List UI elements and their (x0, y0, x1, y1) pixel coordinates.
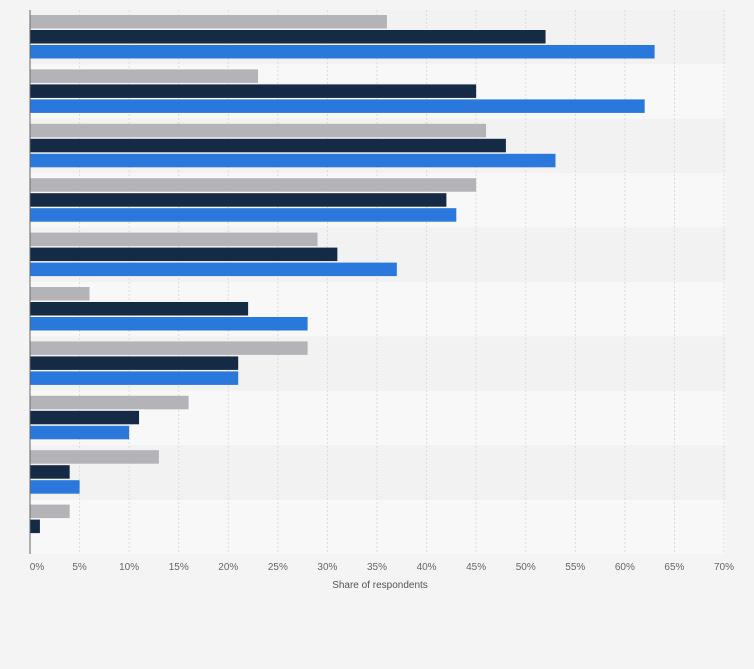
bar-cat5-series2 (30, 247, 338, 262)
x-tick-label-25%: 25% (268, 562, 288, 573)
bar-cat9-series1 (30, 450, 159, 464)
bar-cat7-series1 (30, 341, 308, 355)
bar-cat8-series1 (30, 395, 189, 410)
bar-cat9-series2 (30, 465, 70, 479)
bar-cat6-series2 (30, 302, 249, 316)
x-tick-label-60%: 60% (615, 562, 635, 573)
bar-cat3-series3 (30, 153, 556, 168)
bars (30, 15, 655, 534)
bar-cat5-series3 (30, 262, 397, 277)
bar-cat9-series3 (30, 480, 80, 494)
bar-cat10-series1 (30, 504, 70, 519)
bar-cat3-series2 (30, 138, 506, 153)
bar-cat2-series3 (30, 99, 645, 113)
x-tick-label-35%: 35% (367, 562, 387, 573)
bar-cat1-series3 (30, 45, 655, 59)
bar-cat7-series2 (30, 356, 239, 370)
bar-cat2-series2 (30, 84, 477, 98)
bar-cat4-series3 (30, 208, 457, 222)
x-axis-ticks: 0% 5% 10% 15% 20% 25% 30% 35% 40% 45% 50% 55% 60% 65%… (30, 562, 734, 573)
x-tick-label-20%: 20% (218, 562, 238, 573)
x-tick-label-0%: 0% (30, 562, 45, 573)
x-tick-label-15%: 15% (169, 562, 189, 573)
x-tick-label-10%: 10% (119, 562, 139, 573)
bar-cat2-series1 (30, 69, 259, 83)
bar-cat6-series3 (30, 317, 308, 331)
x-tick-label-45%: 45% (466, 562, 486, 573)
bar-cat4-series1 (30, 178, 477, 192)
x-tick-label-50%: 50% (516, 562, 536, 573)
bar-cat10-series2 (30, 519, 40, 534)
x-tick-label-40%: 40% (417, 562, 437, 573)
bar-cat8-series2 (30, 410, 140, 425)
category-band-10 (30, 499, 726, 554)
bar-cat1-series1 (30, 15, 387, 29)
x-tick-label-5%: 5% (72, 562, 87, 573)
bar-cat4-series2 (30, 193, 447, 207)
x-tick-label-65%: 65% (664, 562, 684, 573)
bar-cat7-series3 (30, 371, 239, 385)
bar-cat1-series2 (30, 30, 546, 44)
x-axis-title: Share of respondents (332, 580, 428, 591)
bar-cat5-series1 (30, 232, 318, 247)
bar-cat6-series1 (30, 287, 90, 301)
bar-cat3-series1 (30, 123, 487, 138)
x-tick-label-30%: 30% (317, 562, 337, 573)
x-tick-label-55%: 55% (565, 562, 585, 573)
x-tick-label-70%: 70% (714, 562, 734, 573)
bar-cat8-series3 (30, 425, 130, 440)
